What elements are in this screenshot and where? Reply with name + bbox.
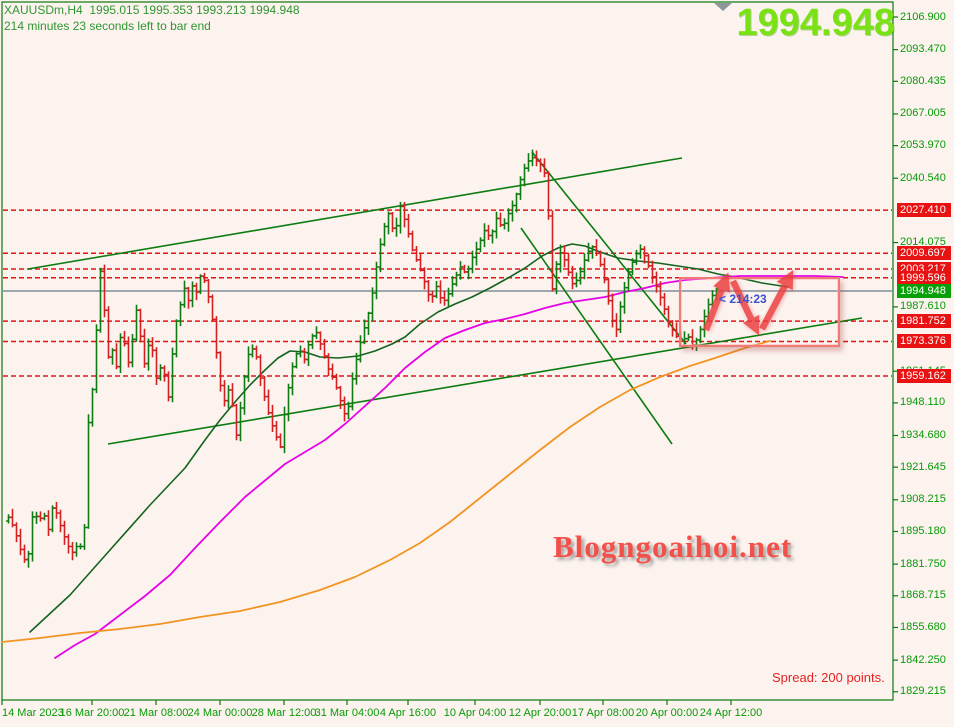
watermark-text: Blogngoaihoi.net [553,529,793,564]
price-scale-tick-label: 2040.540 [900,171,946,184]
price-scale-tick-label: 2093.470 [900,43,946,56]
trendline-descending-2[interactable] [520,227,673,445]
time-axis-label: 4 Apr 16:00 [379,707,437,719]
price-level-label: 2027.410 [897,203,951,218]
ma-orange [1,340,771,643]
price-level-label: 1981.752 [897,314,951,329]
price-scale-tick-label: 2053.970 [900,139,946,152]
trendline-channel-upper[interactable] [27,157,683,270]
price-scale-tick-label: 1948.110 [900,396,946,409]
spread-label: Spread: 200 points. [772,670,885,685]
bar-countdown-info-line: 214 minutes 23 seconds left to bar end [4,19,211,33]
price-scale-tick-label: 1908.215 [900,493,946,506]
price-scale-tick-label: 2014.075 [900,236,946,249]
ohlc-bars-bearish [10,150,695,563]
time-axis-label: 31 Mar 04:00 [314,707,380,719]
price-scale-tick-label: 1842.250 [900,653,946,666]
price-scale-tick-label: 1881.750 [900,557,946,570]
price-level-label: 1999.596 [897,270,951,285]
price-level-label: 1973.376 [897,334,951,349]
price-scale-tick-label: 1855.680 [900,620,946,633]
ohlc-bars-bullish [6,149,719,568]
time-axis-label: 12 Apr 20:00 [508,707,572,719]
big-price-readout: 1994.948 [736,2,896,44]
ma-magenta [54,275,844,659]
price-scale-tick-label: 1934.680 [900,428,946,441]
price-scale-tick-label: 2067.005 [900,107,946,120]
time-axis-label: 24 Mar 00:00 [187,707,253,719]
time-axis-label: 16 Mar 20:00 [59,707,125,719]
projection-rectangle[interactable] [679,277,840,347]
current-price-label: 1994.948 [897,284,951,298]
trendline-support-lower[interactable] [107,317,863,445]
price-scale-tick-label: 1921.645 [900,460,946,473]
price-scale-tick-label: 1895.180 [900,524,946,537]
time-axis-label: 28 Mar 12:00 [251,707,317,719]
time-axis-label: 20 Apr 00:00 [635,707,699,719]
chart-shift-marker-icon[interactable] [714,3,732,11]
price-scale-tick-label: 1868.715 [900,589,946,602]
price-level-label: 1959.162 [897,369,951,383]
ohlc-info-line: XAUUSDm,H4 1995.015 1995.353 1993.213 19… [4,3,300,17]
price-level-label: 2009.697 [897,246,951,261]
time-axis-label: 14 Mar 2023 [2,707,64,719]
time-axis-label: 10 Apr 04:00 [443,707,507,719]
time-axis-label: 24 Apr 12:00 [699,707,763,719]
time-axis-label: 21 Mar 08:00 [123,707,189,719]
candle-countdown-label: < 214:23 [719,292,767,306]
chart-border [1,1,894,701]
price-scale-tick-label: 1829.215 [900,685,946,698]
price-scale-tick-label: 2080.435 [900,74,946,87]
price-scale-tick-label: 2106.900 [900,10,946,23]
trendline-descending-1[interactable] [531,151,687,345]
time-axis-label: 17 Apr 08:00 [571,707,635,719]
price-scale-tick-label: 1987.610 [900,300,946,313]
